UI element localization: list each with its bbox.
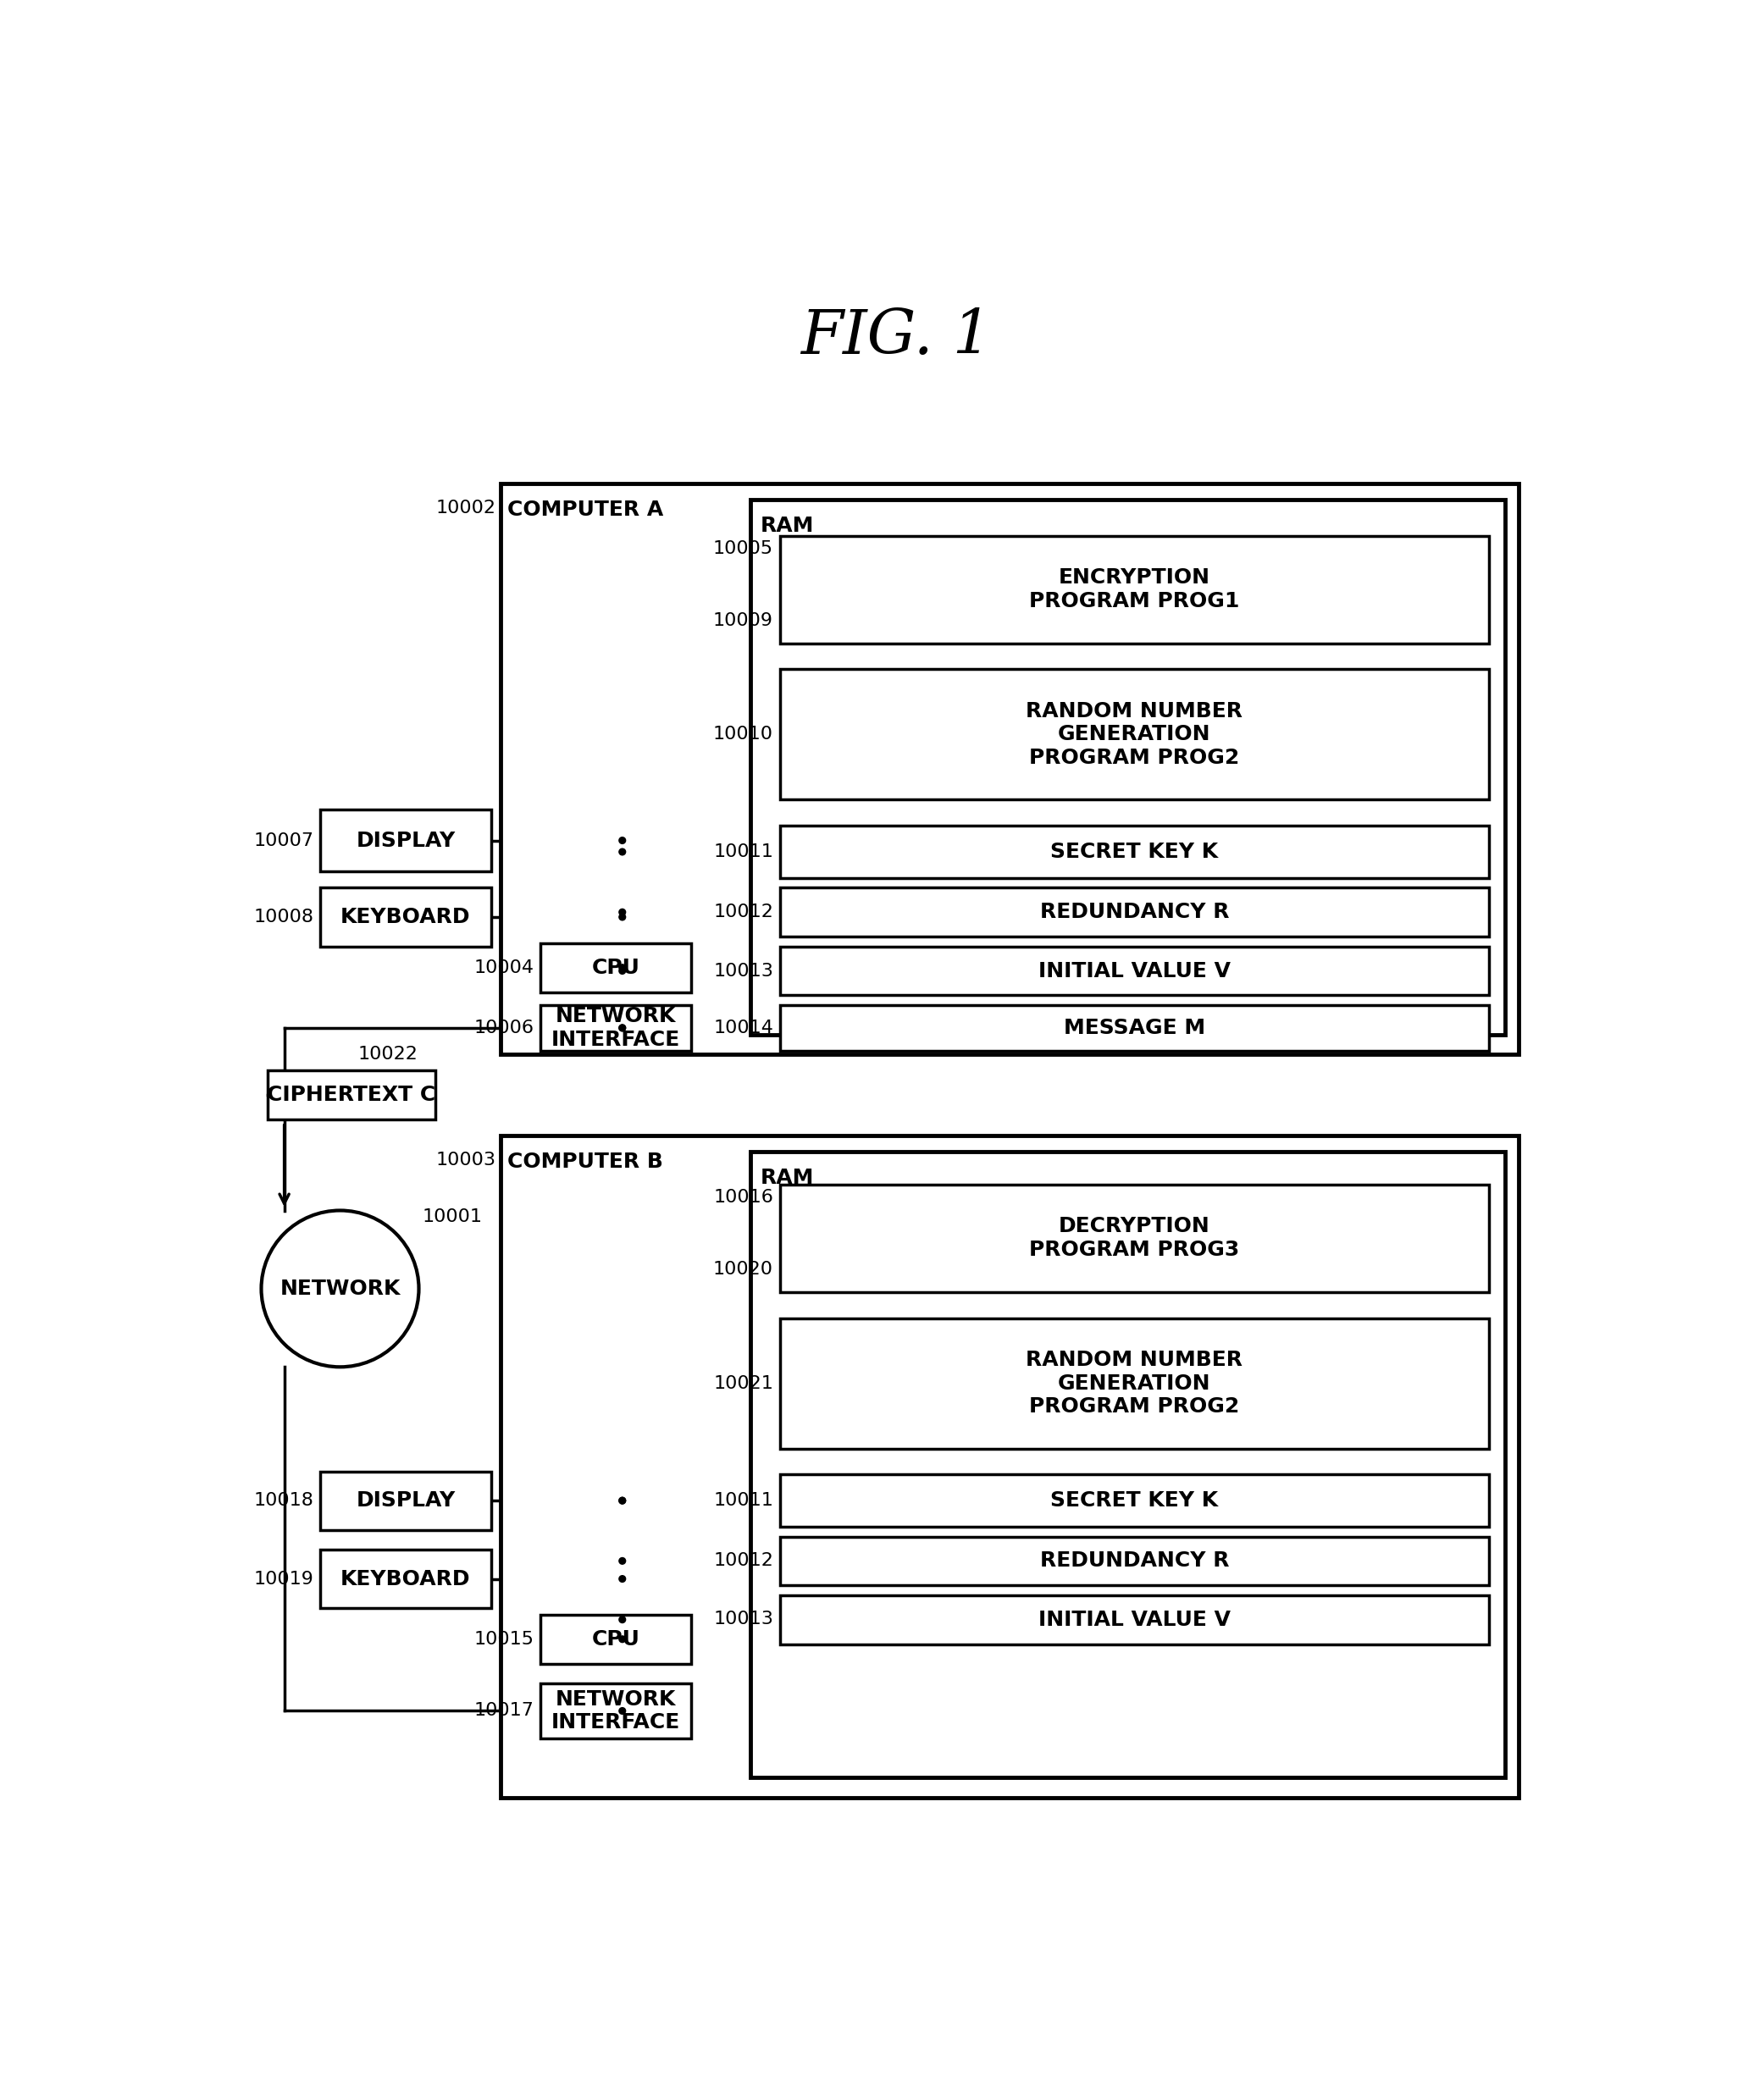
Text: 10001: 10001 [422, 1208, 483, 1226]
Text: RANDOM NUMBER
GENERATION
PROGRAM PROG2: RANDOM NUMBER GENERATION PROGRAM PROG2 [1027, 701, 1244, 769]
Text: 10018: 10018 [254, 1493, 313, 1510]
Bar [780, 1319, 1488, 1449]
Bar [750, 500, 1506, 1035]
Bar [320, 888, 491, 947]
Bar [780, 1006, 1488, 1050]
Text: MESSAGE M: MESSAGE M [1063, 1018, 1205, 1037]
Circle shape [619, 1558, 626, 1565]
Bar [540, 1615, 691, 1663]
Bar [320, 1472, 491, 1531]
Bar [780, 1596, 1488, 1644]
Circle shape [619, 1497, 626, 1504]
Text: NETWORK
INTERFACE: NETWORK INTERFACE [551, 1006, 680, 1050]
Text: KEYBOARD: KEYBOARD [341, 1569, 470, 1590]
Text: 10010: 10010 [714, 727, 773, 743]
Text: DECRYPTION
PROGRAM PROG3: DECRYPTION PROGRAM PROG3 [1028, 1216, 1240, 1260]
Text: DISPLAY: DISPLAY [357, 1491, 455, 1510]
Circle shape [619, 838, 626, 844]
Circle shape [619, 1707, 626, 1714]
Circle shape [619, 914, 626, 920]
Text: 10003: 10003 [436, 1151, 495, 1170]
Text: 10002: 10002 [436, 500, 495, 517]
Text: 10019: 10019 [254, 1571, 313, 1588]
Text: FIG. 1: FIG. 1 [801, 307, 992, 368]
Text: 10014: 10014 [714, 1018, 773, 1037]
Text: RANDOM NUMBER
GENERATION
PROGRAM PROG2: RANDOM NUMBER GENERATION PROGRAM PROG2 [1027, 1350, 1244, 1418]
Circle shape [619, 909, 626, 916]
Text: 10020: 10020 [714, 1260, 773, 1277]
Text: COMPUTER B: COMPUTER B [507, 1151, 663, 1172]
Text: 10005: 10005 [714, 540, 773, 556]
Text: 10004: 10004 [474, 960, 533, 977]
Bar [540, 943, 691, 991]
Text: REDUNDANCY R: REDUNDANCY R [1039, 903, 1230, 922]
Circle shape [619, 1636, 626, 1642]
Bar [780, 888, 1488, 937]
Circle shape [619, 1025, 626, 1031]
Text: ENCRYPTION
PROGRAM PROG1: ENCRYPTION PROGRAM PROG1 [1028, 567, 1240, 611]
Bar [500, 483, 1518, 1054]
Text: SECRET KEY K: SECRET KEY K [1051, 1491, 1219, 1510]
Text: INITIAL VALUE V: INITIAL VALUE V [1039, 1609, 1231, 1630]
Text: 10013: 10013 [714, 1611, 773, 1628]
Text: CPU: CPU [591, 1630, 640, 1648]
Text: 10013: 10013 [714, 962, 773, 979]
Circle shape [619, 1575, 626, 1581]
Text: CPU: CPU [591, 958, 640, 979]
Text: REDUNDANCY R: REDUNDANCY R [1039, 1550, 1230, 1571]
Text: NETWORK
INTERFACE: NETWORK INTERFACE [551, 1688, 680, 1732]
Text: KEYBOARD: KEYBOARD [341, 907, 470, 928]
Bar [780, 825, 1488, 878]
Circle shape [619, 1497, 626, 1504]
Text: 10011: 10011 [714, 844, 773, 861]
Text: 10011: 10011 [714, 1493, 773, 1510]
Bar [780, 1537, 1488, 1586]
Circle shape [619, 968, 626, 974]
Text: 10007: 10007 [254, 832, 313, 848]
Text: 10012: 10012 [714, 903, 773, 920]
Text: COMPUTER A: COMPUTER A [507, 500, 663, 521]
Text: RAM: RAM [761, 517, 813, 536]
Circle shape [619, 848, 626, 855]
Bar [780, 536, 1488, 643]
Text: DISPLAY: DISPLAY [357, 830, 455, 851]
Circle shape [619, 1025, 626, 1031]
Bar [320, 809, 491, 872]
Text: 10012: 10012 [714, 1552, 773, 1569]
Bar [320, 1550, 491, 1609]
Text: 10016: 10016 [714, 1189, 773, 1205]
Text: CIPHERTEXT C: CIPHERTEXT C [268, 1084, 436, 1105]
Bar [268, 1071, 436, 1119]
Bar [750, 1151, 1506, 1779]
Bar [780, 947, 1488, 995]
Text: INITIAL VALUE V: INITIAL VALUE V [1039, 960, 1231, 981]
Text: SECRET KEY K: SECRET KEY K [1051, 842, 1219, 861]
Bar [780, 670, 1488, 800]
Bar [780, 1184, 1488, 1291]
Bar [780, 1474, 1488, 1527]
Text: 10022: 10022 [359, 1046, 418, 1063]
Text: RAM: RAM [761, 1168, 813, 1189]
Bar [500, 1136, 1518, 1798]
Text: 10015: 10015 [474, 1632, 533, 1648]
Text: 10006: 10006 [474, 1018, 533, 1037]
Text: 10021: 10021 [714, 1376, 773, 1392]
Text: 10017: 10017 [474, 1703, 533, 1720]
Text: NETWORK: NETWORK [280, 1279, 401, 1300]
Circle shape [619, 964, 626, 970]
Text: 10008: 10008 [254, 909, 313, 926]
Bar [540, 1006, 691, 1050]
Bar [540, 1684, 691, 1739]
Circle shape [619, 1617, 626, 1623]
Text: 10009: 10009 [714, 611, 773, 628]
